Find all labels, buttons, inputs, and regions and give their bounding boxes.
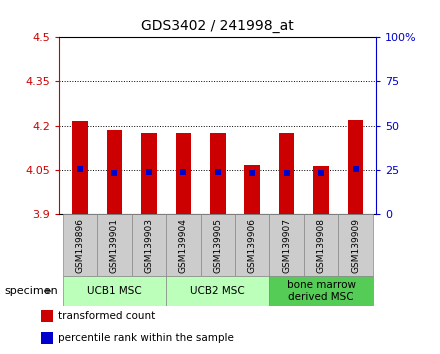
Bar <box>132 214 166 276</box>
Text: transformed count: transformed count <box>58 311 155 321</box>
Text: GSM139904: GSM139904 <box>179 218 188 273</box>
Text: GSM139906: GSM139906 <box>248 218 257 273</box>
Bar <box>279 133 294 214</box>
Text: specimen: specimen <box>4 286 58 296</box>
Text: bone marrow
derived MSC: bone marrow derived MSC <box>286 280 356 302</box>
Text: UCB1 MSC: UCB1 MSC <box>87 286 142 296</box>
Text: GSM139908: GSM139908 <box>317 218 326 273</box>
Bar <box>141 133 157 214</box>
Text: GSM139905: GSM139905 <box>213 218 222 273</box>
Text: GSM139907: GSM139907 <box>282 218 291 273</box>
Bar <box>245 165 260 214</box>
Bar <box>176 133 191 214</box>
Bar <box>41 310 53 322</box>
Text: GSM139901: GSM139901 <box>110 218 119 273</box>
Bar <box>97 214 132 276</box>
Text: GSM139903: GSM139903 <box>144 218 154 273</box>
Bar <box>166 276 269 306</box>
Bar <box>107 130 122 214</box>
Text: GSM139909: GSM139909 <box>351 218 360 273</box>
Title: GDS3402 / 241998_at: GDS3402 / 241998_at <box>141 19 294 33</box>
Bar <box>269 214 304 276</box>
Bar <box>210 133 226 214</box>
Bar <box>166 214 201 276</box>
Bar <box>201 214 235 276</box>
Bar <box>313 166 329 214</box>
FancyArrowPatch shape <box>44 289 51 293</box>
Bar <box>348 120 363 214</box>
Bar <box>269 276 373 306</box>
Text: UCB2 MSC: UCB2 MSC <box>191 286 245 296</box>
Text: GSM139896: GSM139896 <box>76 218 84 273</box>
Text: percentile rank within the sample: percentile rank within the sample <box>58 333 234 343</box>
Bar <box>72 121 88 214</box>
Bar <box>338 214 373 276</box>
Bar <box>41 332 53 344</box>
Bar <box>63 276 166 306</box>
Bar <box>235 214 269 276</box>
Bar <box>304 214 338 276</box>
Bar <box>63 214 97 276</box>
